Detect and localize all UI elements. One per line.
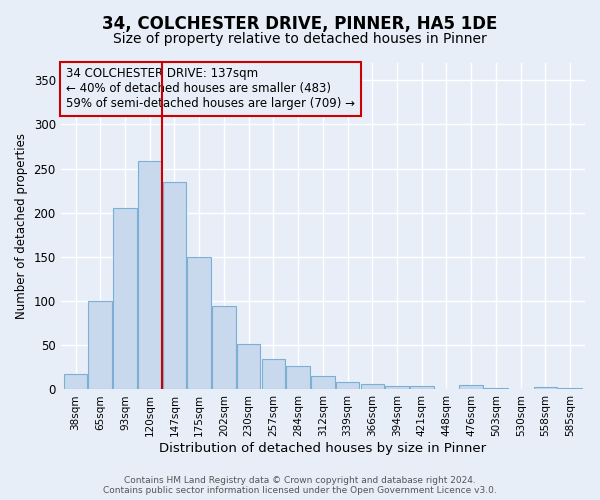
Bar <box>163 182 186 390</box>
X-axis label: Distribution of detached houses by size in Pinner: Distribution of detached houses by size … <box>159 442 487 455</box>
Bar <box>212 306 236 390</box>
Bar <box>559 388 582 390</box>
Text: Contains HM Land Registry data © Crown copyright and database right 2024.
Contai: Contains HM Land Registry data © Crown c… <box>103 476 497 495</box>
Text: 34, COLCHESTER DRIVE, PINNER, HA5 1DE: 34, COLCHESTER DRIVE, PINNER, HA5 1DE <box>103 15 497 33</box>
Bar <box>533 387 557 390</box>
Bar <box>385 386 409 390</box>
Bar <box>410 386 434 390</box>
Y-axis label: Number of detached properties: Number of detached properties <box>15 133 28 319</box>
Bar <box>88 301 112 390</box>
Bar <box>286 366 310 390</box>
Bar <box>361 384 384 390</box>
Bar <box>311 376 335 390</box>
Bar <box>113 208 137 390</box>
Bar <box>187 257 211 390</box>
Bar <box>138 162 161 390</box>
Bar <box>237 344 260 390</box>
Bar <box>262 358 285 390</box>
Bar <box>460 385 483 390</box>
Bar <box>484 388 508 390</box>
Bar <box>64 374 87 390</box>
Bar <box>336 382 359 390</box>
Text: 34 COLCHESTER DRIVE: 137sqm
← 40% of detached houses are smaller (483)
59% of se: 34 COLCHESTER DRIVE: 137sqm ← 40% of det… <box>66 68 355 110</box>
Text: Size of property relative to detached houses in Pinner: Size of property relative to detached ho… <box>113 32 487 46</box>
